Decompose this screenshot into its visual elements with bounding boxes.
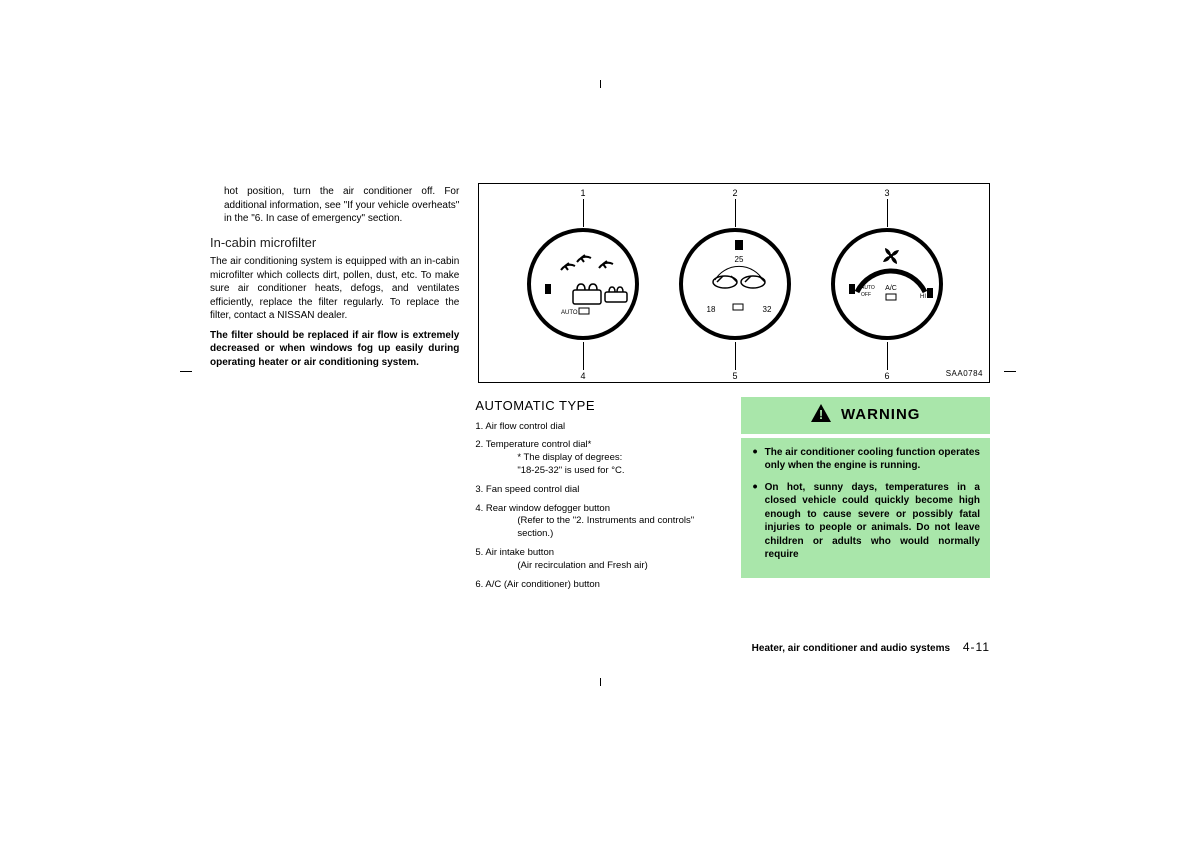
- warning-bullet: The air conditioner cooling function ope…: [755, 446, 980, 473]
- warning-body: The air conditioner cooling function ope…: [741, 438, 990, 578]
- warning-label: WARNING: [841, 406, 921, 423]
- list-item-sub: "18-25-32" is used for °C.: [489, 465, 724, 478]
- col1-para2: The air conditioning system is equipped …: [210, 255, 459, 323]
- footer-section: Heater, air conditioner and audio system…: [752, 643, 950, 654]
- automatic-type-heading: AUTOMATIC TYPE: [475, 397, 724, 415]
- crop-mark-top: [600, 80, 601, 88]
- list-item: 4. Rear window defogger button(Refer to …: [475, 503, 724, 541]
- svg-text:!: !: [819, 407, 823, 422]
- column-2: AUTOMATIC TYPE 1. Air flow control dial 2…: [475, 185, 724, 597]
- warning-bullet: On hot, sunny days, temperatures in a cl…: [755, 481, 980, 562]
- page-columns: hot position, turn the air conditioner o…: [210, 185, 990, 597]
- crop-mark-right: [1004, 371, 1016, 372]
- list-item: 1. Air flow control dial: [475, 421, 724, 434]
- page-footer: Heater, air conditioner and audio system…: [210, 640, 990, 654]
- list-item: 5. Air intake button(Air recirculation a…: [475, 547, 724, 573]
- column-1: hot position, turn the air conditioner o…: [210, 185, 459, 597]
- list-item-sub: (Air recirculation and Fresh air): [489, 560, 724, 573]
- list-item: 2. Temperature control dial** The displa…: [475, 439, 724, 477]
- column-3: ! WARNING The air conditioner cooling fu…: [741, 185, 990, 597]
- list-item: 6. A/C (Air conditioner) button: [475, 579, 724, 592]
- in-cabin-microfilter-heading: In-cabin microfilter: [210, 234, 459, 252]
- list-item-sub: * The display of degrees:: [489, 452, 724, 465]
- warning-header: ! WARNING: [741, 397, 990, 434]
- col1-para1: hot position, turn the air conditioner o…: [210, 185, 459, 226]
- list-item: 3. Fan speed control dial: [475, 484, 724, 497]
- crop-mark-left: [180, 371, 192, 372]
- warning-bullet-list: The air conditioner cooling function ope…: [755, 446, 980, 562]
- crop-mark-bottom: [600, 678, 601, 686]
- list-item-sub: (Refer to the "2. Instruments and contro…: [489, 515, 724, 541]
- numbered-list: 1. Air flow control dial 2. Temperature c…: [475, 421, 724, 592]
- warning-triangle-icon: !: [810, 403, 832, 428]
- col1-para3: The filter should be replaced if air flo…: [210, 329, 459, 370]
- footer-page-number: 4-11: [963, 640, 990, 654]
